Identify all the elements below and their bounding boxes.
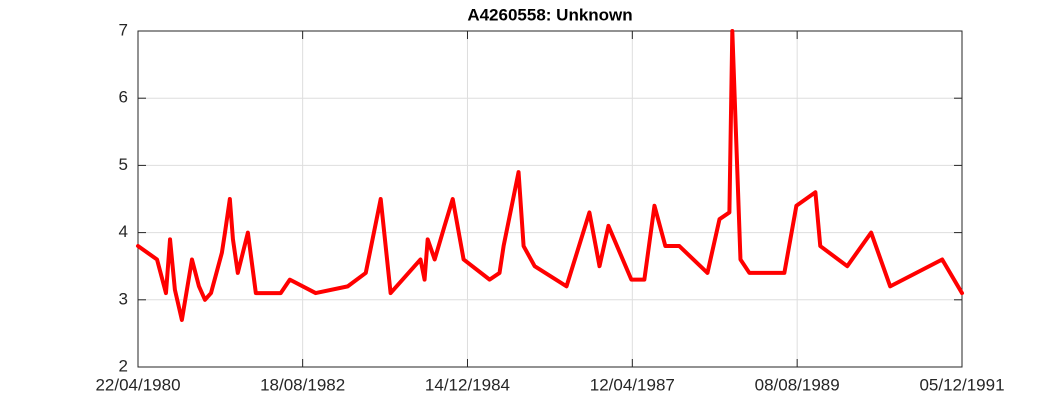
plot-area — [138, 31, 962, 367]
y-tick-label: 4 — [119, 222, 128, 241]
y-tick-label: 3 — [119, 289, 128, 308]
x-tick-label: 05/12/1991 — [919, 375, 1004, 394]
x-tick-label: 12/04/1987 — [590, 375, 675, 394]
y-tick-label: 7 — [119, 20, 128, 39]
axes-box — [137, 30, 963, 368]
x-tick-label: 14/12/1984 — [425, 375, 510, 394]
x-tick-label: 18/08/1982 — [260, 375, 345, 394]
y-tick-label: 2 — [119, 356, 128, 375]
chart-title: A4260558: Unknown — [467, 5, 632, 24]
y-tick-label: 6 — [119, 88, 128, 107]
data-line — [136, 29, 964, 322]
y-tick-label: 5 — [119, 155, 128, 174]
x-tick-label: 22/04/1980 — [95, 375, 180, 394]
x-tick-label: 08/08/1989 — [755, 375, 840, 394]
